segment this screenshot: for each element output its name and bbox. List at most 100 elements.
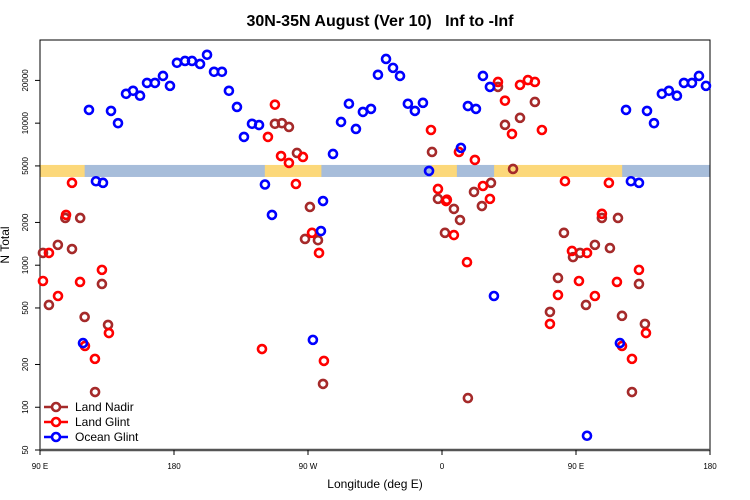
point-ocean-glint <box>423 165 435 177</box>
y-tick-label: 50 <box>21 445 30 454</box>
point-ocean-glint <box>686 77 698 89</box>
point-land-glint <box>581 247 593 259</box>
point-land-nadir <box>74 212 86 224</box>
point-land-nadir <box>317 378 329 390</box>
point-land-glint <box>318 355 330 367</box>
point-ocean-glint <box>387 62 399 74</box>
point-land-nadir <box>448 203 460 215</box>
band-segment-land <box>264 164 322 177</box>
point-land-nadir <box>558 227 570 239</box>
point-land-glint <box>544 318 556 330</box>
point-ocean-glint <box>409 105 421 117</box>
point-land-glint <box>313 247 325 259</box>
point-land-nadir <box>52 239 64 251</box>
y-tick-label: 1000 <box>21 256 30 274</box>
point-ocean-glint <box>171 57 183 69</box>
point-land-glint <box>492 76 504 88</box>
point-land-nadir <box>468 186 480 198</box>
chart-title: 30N-35N August (Ver 10) Inf to -Inf <box>247 13 515 30</box>
x-tick-label: 90 E <box>568 462 584 471</box>
point-land-glint <box>275 150 287 162</box>
point-ocean-glint <box>223 85 235 97</box>
point-ocean-glint <box>633 177 645 189</box>
point-ocean-glint <box>194 58 206 70</box>
point-ocean-glint <box>216 66 228 78</box>
legend-label-land-nadir: Land Nadir <box>75 400 134 414</box>
point-land-nadir <box>462 392 474 404</box>
point-land-nadir <box>312 234 324 246</box>
point-ocean-glint <box>417 97 429 109</box>
point-land-glint <box>60 209 72 221</box>
point-land-glint <box>440 195 452 207</box>
y-tick-label: 200 <box>21 357 30 371</box>
point-ocean-glint <box>477 70 489 82</box>
point-land-nadir <box>596 212 608 224</box>
point-ocean-glint <box>259 179 271 190</box>
point-ocean-glint <box>380 53 392 65</box>
point-land-glint <box>566 245 578 257</box>
point-ocean-glint <box>327 148 339 160</box>
point-land-glint <box>37 275 49 287</box>
point-ocean-glint <box>157 70 169 82</box>
point-land-glint <box>306 227 318 239</box>
point-land-glint <box>529 76 541 88</box>
point-land-nadir <box>454 214 466 226</box>
band-segment-land <box>494 164 623 177</box>
point-land-glint <box>633 264 645 276</box>
point-land-nadir <box>476 200 488 212</box>
y-tick-label: 500 <box>21 301 30 315</box>
point-land-glint <box>469 154 481 166</box>
point-land-nadir <box>426 146 438 158</box>
point-ocean-glint <box>97 177 109 189</box>
point-ocean-glint <box>455 142 467 154</box>
point-ocean-glint <box>253 119 265 131</box>
band-segment-ocean <box>622 164 711 177</box>
point-ocean-glint <box>231 101 243 113</box>
point-land-glint <box>514 79 526 91</box>
point-ocean-glint <box>641 105 653 117</box>
point-land-glint <box>96 264 108 276</box>
point-ocean-glint <box>350 123 362 135</box>
point-ocean-glint <box>77 337 89 349</box>
point-ocean-glint <box>343 98 355 110</box>
point-land-glint <box>589 290 601 302</box>
point-ocean-glint <box>620 104 632 116</box>
point-land-nadir <box>544 306 556 318</box>
point-land-glint <box>297 151 309 163</box>
point-land-glint <box>283 157 295 169</box>
point-land-nadir <box>626 386 638 398</box>
point-land-glint <box>626 353 638 365</box>
y-tick-label: 20000 <box>21 69 30 92</box>
point-land-nadir <box>612 212 624 224</box>
point-land-glint <box>596 208 608 220</box>
point-land-glint <box>603 177 615 189</box>
point-ocean-glint <box>648 117 660 129</box>
band-segment-ocean <box>84 164 266 177</box>
point-land-glint <box>640 327 652 339</box>
point-land-glint <box>74 276 86 288</box>
point-land-nadir <box>514 112 526 124</box>
point-land-nadir <box>507 163 519 175</box>
point-land-glint <box>573 275 585 287</box>
point-land-glint <box>262 131 274 143</box>
y-tick-label: 2000 <box>21 213 30 231</box>
point-ocean-glint <box>307 334 319 346</box>
point-land-glint <box>52 290 64 302</box>
point-ocean-glint <box>625 175 637 187</box>
point-land-glint <box>559 175 571 187</box>
point-land-nadir <box>633 278 645 290</box>
point-land-glint <box>552 289 564 301</box>
point-land-glint <box>499 95 511 106</box>
y-tick-label: 10000 <box>21 111 30 134</box>
point-ocean-glint <box>112 117 124 129</box>
point-land-glint <box>89 353 101 365</box>
point-ocean-glint <box>315 225 327 237</box>
point-land-nadir <box>102 319 114 331</box>
legend-marker-land-glint <box>50 416 62 428</box>
point-ocean-glint <box>700 80 712 92</box>
point-land-nadir <box>529 96 541 108</box>
point-land-nadir <box>439 227 451 239</box>
point-ocean-glint <box>127 85 139 97</box>
point-land-glint <box>506 128 518 140</box>
